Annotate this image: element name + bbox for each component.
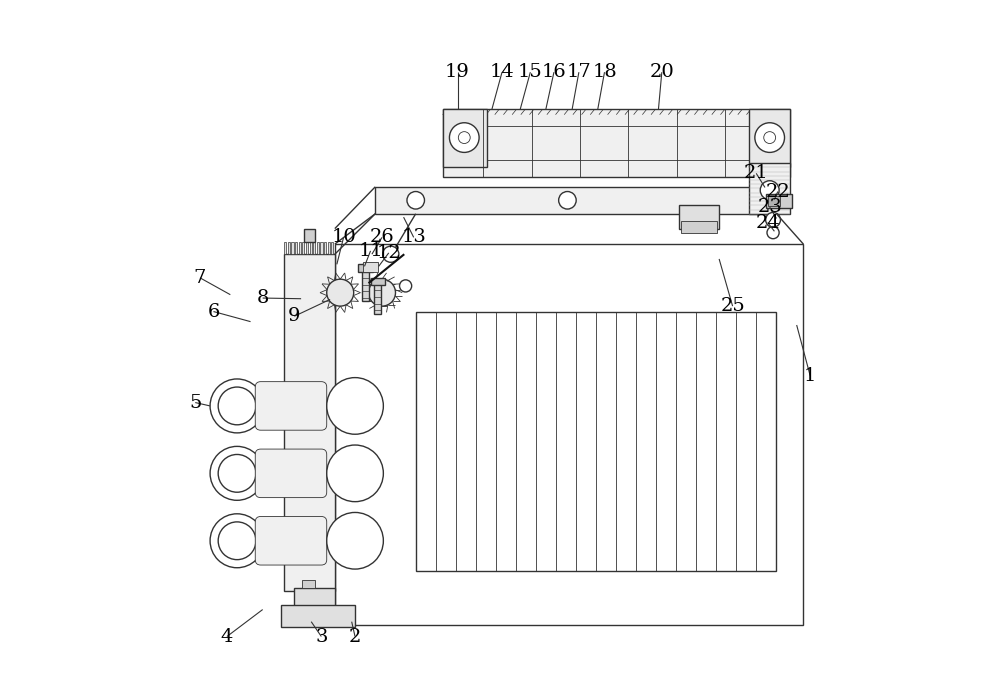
Bar — [295, 242, 297, 255]
Circle shape — [210, 379, 264, 433]
FancyBboxPatch shape — [255, 517, 327, 565]
Bar — [375, 187, 776, 214]
Text: 15: 15 — [518, 63, 543, 81]
FancyBboxPatch shape — [255, 449, 327, 498]
Circle shape — [327, 378, 383, 434]
Circle shape — [767, 227, 779, 239]
Text: 21: 21 — [744, 165, 769, 182]
Bar — [281, 605, 355, 627]
Text: 10: 10 — [331, 228, 356, 246]
Bar — [304, 229, 315, 242]
Bar — [291, 242, 294, 255]
Circle shape — [760, 181, 779, 200]
Bar — [371, 278, 385, 285]
Text: 25: 25 — [720, 297, 745, 315]
Text: 3: 3 — [315, 628, 328, 645]
Text: 13: 13 — [401, 228, 426, 246]
Bar — [749, 163, 790, 214]
Text: 8: 8 — [256, 289, 269, 307]
Text: 5: 5 — [189, 393, 201, 412]
Circle shape — [327, 512, 383, 569]
Bar — [302, 242, 304, 255]
Text: 12: 12 — [376, 244, 401, 262]
Text: 7: 7 — [194, 269, 206, 287]
Circle shape — [218, 522, 256, 560]
Text: 17: 17 — [567, 63, 591, 81]
Bar — [306, 242, 308, 255]
Bar — [679, 205, 719, 229]
Bar — [320, 242, 323, 255]
Bar — [310, 242, 312, 255]
Bar — [288, 242, 290, 255]
Circle shape — [766, 213, 780, 227]
Bar — [443, 109, 790, 177]
Circle shape — [383, 246, 399, 262]
Circle shape — [218, 387, 256, 424]
Bar — [681, 221, 717, 233]
Bar — [766, 194, 792, 208]
Bar — [358, 264, 373, 272]
Text: 26: 26 — [370, 228, 394, 246]
Bar — [299, 242, 301, 255]
Circle shape — [559, 192, 576, 209]
Circle shape — [327, 445, 383, 502]
Text: 4: 4 — [221, 628, 233, 645]
Text: 1: 1 — [804, 366, 816, 385]
Bar — [324, 242, 326, 255]
Bar — [416, 311, 776, 571]
Text: 22: 22 — [765, 183, 790, 200]
Circle shape — [218, 454, 256, 492]
Text: 23: 23 — [757, 198, 782, 216]
Text: 11: 11 — [358, 242, 383, 260]
Text: 16: 16 — [542, 63, 566, 81]
Bar — [335, 244, 803, 625]
Bar — [768, 196, 780, 206]
Text: 2: 2 — [349, 628, 361, 645]
Bar — [363, 261, 378, 272]
Text: 19: 19 — [445, 63, 470, 81]
Bar — [749, 109, 790, 167]
Bar — [284, 242, 286, 255]
Bar — [362, 264, 369, 301]
Circle shape — [764, 131, 776, 144]
Bar — [331, 242, 333, 255]
Circle shape — [369, 279, 395, 306]
Circle shape — [327, 279, 354, 306]
Text: 18: 18 — [592, 63, 617, 81]
Circle shape — [210, 446, 264, 500]
Text: 9: 9 — [288, 307, 301, 325]
Bar — [374, 284, 381, 313]
Circle shape — [407, 192, 424, 209]
FancyBboxPatch shape — [255, 382, 327, 430]
Circle shape — [400, 280, 412, 292]
Circle shape — [458, 131, 470, 144]
Bar — [443, 109, 487, 167]
Text: 14: 14 — [490, 63, 514, 81]
Bar — [317, 242, 319, 255]
Bar — [328, 242, 330, 255]
Circle shape — [449, 123, 479, 152]
Circle shape — [755, 123, 785, 152]
Text: 24: 24 — [755, 213, 780, 232]
Bar — [284, 255, 335, 591]
Text: 6: 6 — [207, 303, 220, 320]
Text: 20: 20 — [649, 63, 674, 81]
Circle shape — [210, 514, 264, 568]
Bar — [302, 580, 315, 588]
Bar — [313, 242, 315, 255]
Bar — [294, 588, 335, 608]
